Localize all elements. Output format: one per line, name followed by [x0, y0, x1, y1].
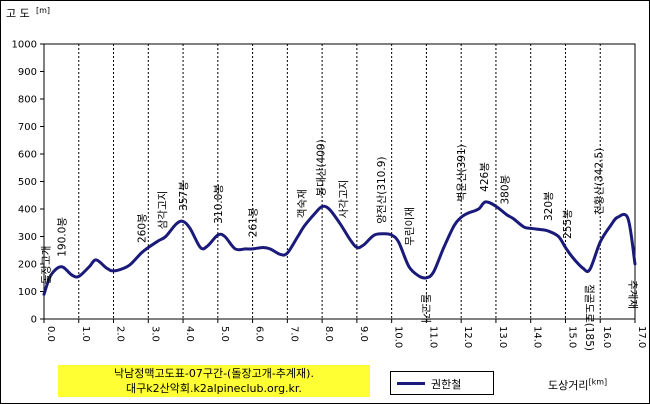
y-tick-label: 800	[18, 95, 37, 106]
peak-annotation: 261봉	[248, 207, 260, 237]
y-tick-label: 600	[18, 150, 37, 161]
y-tick-label: 400	[18, 205, 37, 216]
x-tick-label: 7.0	[288, 326, 299, 342]
peak-annotation: 양전산(310.9)	[376, 157, 388, 224]
x-tick-label: 2.0	[115, 326, 126, 342]
x-tick-label: 17.0	[636, 326, 647, 348]
y-tick-label: 200	[18, 260, 37, 271]
x-tick-label: 6.0	[254, 326, 265, 342]
peak-annotation: 삼각고지	[157, 191, 169, 230]
y-tick-label: 300	[18, 232, 37, 243]
y-tick-label: 0	[31, 315, 37, 326]
legend-line-swatch	[397, 382, 425, 385]
x-axis-title-wrap: 도상거리[km]	[548, 377, 607, 393]
chart-caption: 낙남정맥고도표-07구간-(돌장고개-추계재). 대구k2산악회.k2alpin…	[58, 365, 370, 397]
y-tick-label: 100	[18, 287, 37, 298]
caption-line-1: 낙남정맥고도표-07구간-(돌장고개-추계재).	[114, 367, 314, 380]
peak-annotation: 천황산(342.5)	[593, 148, 605, 215]
y-tick-label: 700	[18, 122, 37, 133]
x-tick-label: 13.0	[497, 326, 508, 348]
legend-label: 권한철	[431, 378, 462, 391]
x-tick-label: 14.0	[532, 326, 543, 348]
altitude-line	[42, 200, 637, 296]
peak-annotation: 돌고개	[419, 294, 431, 323]
peak-annotation: 426봉	[479, 162, 491, 192]
x-axis-unit: [km]	[588, 377, 608, 387]
x-tick-label: 15.0	[566, 326, 577, 348]
peak-annotation: 310.0봉	[213, 184, 225, 224]
y-tick-label: 900	[18, 67, 37, 78]
peak-annotation: 벽운산(391)	[456, 144, 468, 201]
peak-annotation: 추계재	[626, 280, 638, 309]
peak-annotation: 320봉	[543, 191, 555, 221]
peak-annotation: 380봉	[500, 174, 512, 204]
caption-line-2: 대구k2산악회.k2alpineclub.org.kr.	[126, 382, 302, 395]
legend: 권한철	[390, 371, 494, 395]
x-tick-label: 5.0	[219, 326, 230, 342]
peak-annotation: 190.0봉	[56, 217, 68, 257]
x-tick-label: 8.0	[323, 326, 334, 342]
y-axis-title: 고 도	[6, 7, 30, 20]
peak-annotation: 260봉	[136, 213, 148, 243]
x-tick-label: 0.0	[45, 326, 56, 342]
peak-annotation: 255봉	[562, 209, 574, 239]
x-tick-label: 1.0	[80, 326, 91, 342]
x-tick-label: 12.0	[462, 326, 473, 348]
peak-annotation: 봉대산(409)	[315, 139, 327, 196]
x-tick-label: 3.0	[149, 326, 160, 342]
x-tick-label: 9.0	[358, 326, 369, 342]
peak-annotation: 무린이재	[404, 207, 416, 246]
x-axis-title: 도상거리	[548, 379, 589, 392]
peak-annotation: 객숙재	[296, 189, 308, 218]
x-tick-label: 4.0	[184, 326, 195, 342]
x-tick-label: 16.0	[601, 326, 612, 348]
x-tick-label: 11.0	[427, 326, 438, 348]
peak-annotation: 절골도로(185)	[583, 284, 596, 351]
peak-annotation: 357봉	[178, 181, 190, 211]
peak-annotation: 돌장고개	[41, 246, 53, 285]
y-axis-unit: [m]	[36, 6, 50, 15]
x-tick-label: 10.0	[393, 326, 404, 348]
y-tick-label: 1000	[12, 40, 37, 51]
y-tick-label: 500	[18, 177, 37, 188]
peak-annotation: 사각고지	[338, 180, 350, 219]
